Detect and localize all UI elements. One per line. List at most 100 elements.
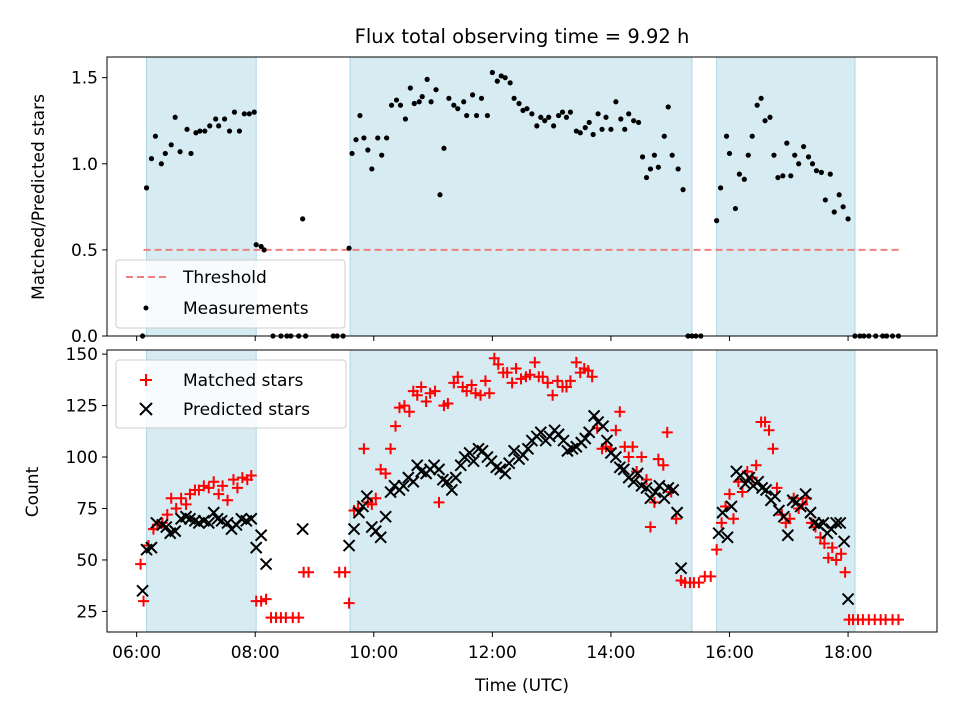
matched-stars-point (506, 377, 518, 389)
matched-stars-point (614, 406, 626, 418)
x-axis-label: Time (UTC) (474, 676, 569, 696)
measurements-point (478, 95, 485, 101)
matched-stars-point (835, 548, 847, 560)
matched-stars-point (424, 387, 436, 399)
measurements-point (749, 133, 755, 139)
predicted-stars-point (440, 475, 454, 488)
matched-stars-point (208, 476, 220, 488)
predicted-stars-point (582, 426, 596, 439)
predicted-stars-point (609, 450, 623, 464)
matched-stars-point (213, 488, 225, 500)
x-tick-label: 12:00 (468, 643, 517, 663)
measurements-point (353, 137, 359, 143)
matched-stars-point (822, 552, 834, 564)
matched-stars-point (515, 373, 527, 385)
matched-stars-point (479, 375, 491, 387)
measurements-point (805, 154, 812, 160)
measurements-point (393, 97, 400, 103)
top-y-tick-label: 0.0 (71, 327, 98, 347)
matched-stars-point (724, 488, 735, 500)
measurements-point (665, 104, 671, 110)
matched-stars-point (358, 443, 370, 455)
x-tick-label: 14:00 (586, 643, 635, 663)
matched-stars-point (839, 566, 851, 578)
predicted-stars-point (617, 463, 630, 476)
predicted-stars-point (352, 506, 366, 519)
matched-stars-point (461, 385, 473, 397)
predicted-stars-point (817, 516, 830, 530)
measurements-point (590, 131, 596, 138)
matched-stars-point (623, 451, 635, 463)
predicted-stars-point (837, 535, 851, 548)
matched-stars-point (488, 352, 500, 364)
measurements-point (349, 150, 355, 157)
measurements-point (714, 218, 720, 224)
matched-stars-point (415, 381, 427, 393)
matched-stars-point (716, 517, 728, 529)
matched-stars-point (175, 492, 187, 504)
predicted-stars-point (356, 500, 370, 513)
measurements-point (411, 100, 417, 107)
legend-threshold-label: Threshold (182, 268, 267, 288)
measurements-point (207, 123, 213, 129)
matched-stars-point (542, 377, 554, 389)
bottom-y-tick-label: 125 (66, 397, 98, 417)
predicted-stars-point (498, 467, 512, 480)
predicted-stars-point (743, 471, 756, 484)
measurements-point (836, 192, 842, 198)
measurements-point (498, 73, 504, 79)
measurements-point (718, 185, 724, 191)
matched-stars-point (529, 356, 541, 368)
measurements-point (231, 109, 238, 115)
predicted-stars-point (145, 541, 158, 554)
predicted-stars-point (360, 489, 374, 503)
measurements-point (148, 156, 155, 162)
predicted-stars-point (202, 516, 215, 530)
matched-stars-point (170, 502, 182, 514)
measurements-point (221, 116, 228, 122)
predicted-stars-point (454, 459, 467, 472)
bottom-axes-frame (106, 349, 938, 633)
measurements-point (162, 150, 168, 157)
matched-stars-point (483, 387, 495, 399)
matched-stars-point (339, 566, 351, 578)
matched-stars-point (636, 451, 648, 463)
predicted-stars-point (507, 444, 521, 458)
bottom-axes: 25 50 75 100 125 150 06:00 08:00 10:00 12:00 14:00… (66, 345, 873, 663)
predicted-stars-point (721, 531, 734, 544)
measurements-point (613, 99, 619, 105)
predicted-stars-point (777, 510, 791, 523)
matched-stars-point (343, 597, 355, 609)
legend-predicted-stars-label: Predicted stars (183, 400, 310, 420)
measurements-point (143, 185, 150, 191)
top-y-tick-label: 0.5 (71, 241, 98, 261)
predicted-stars-point (249, 541, 263, 554)
predicted-stars-point (674, 561, 688, 575)
matched-stars-point (203, 482, 215, 494)
measurements-point (534, 123, 540, 129)
matched-stars-point (830, 554, 842, 566)
measurements-point (758, 95, 764, 101)
bottom-y-tick-label: 50 (76, 551, 98, 571)
measurements-point (577, 130, 583, 136)
measurements-point (631, 118, 637, 124)
matched-stars-point (547, 389, 559, 401)
top-observing-interval-3 (716, 56, 856, 337)
matched-stars-point (771, 482, 783, 494)
predicted-stars-point (467, 454, 480, 468)
measurements-point (300, 216, 306, 222)
matched-stars-point (759, 416, 771, 428)
matched-stars-point (161, 509, 173, 521)
bottom-y-tick-label: 100 (66, 448, 98, 468)
measurements-point (643, 174, 650, 181)
predicted-stars-point (799, 487, 812, 501)
predicted-stars-point (342, 539, 356, 552)
predicted-stars-point (833, 516, 847, 530)
measurements-point (428, 99, 434, 105)
predicted-stars-point (136, 584, 149, 598)
predicted-stars-point (407, 475, 420, 488)
predicted-stars-point (712, 526, 725, 540)
matched-stars-point (661, 426, 673, 438)
matched-stars-point (255, 595, 267, 607)
